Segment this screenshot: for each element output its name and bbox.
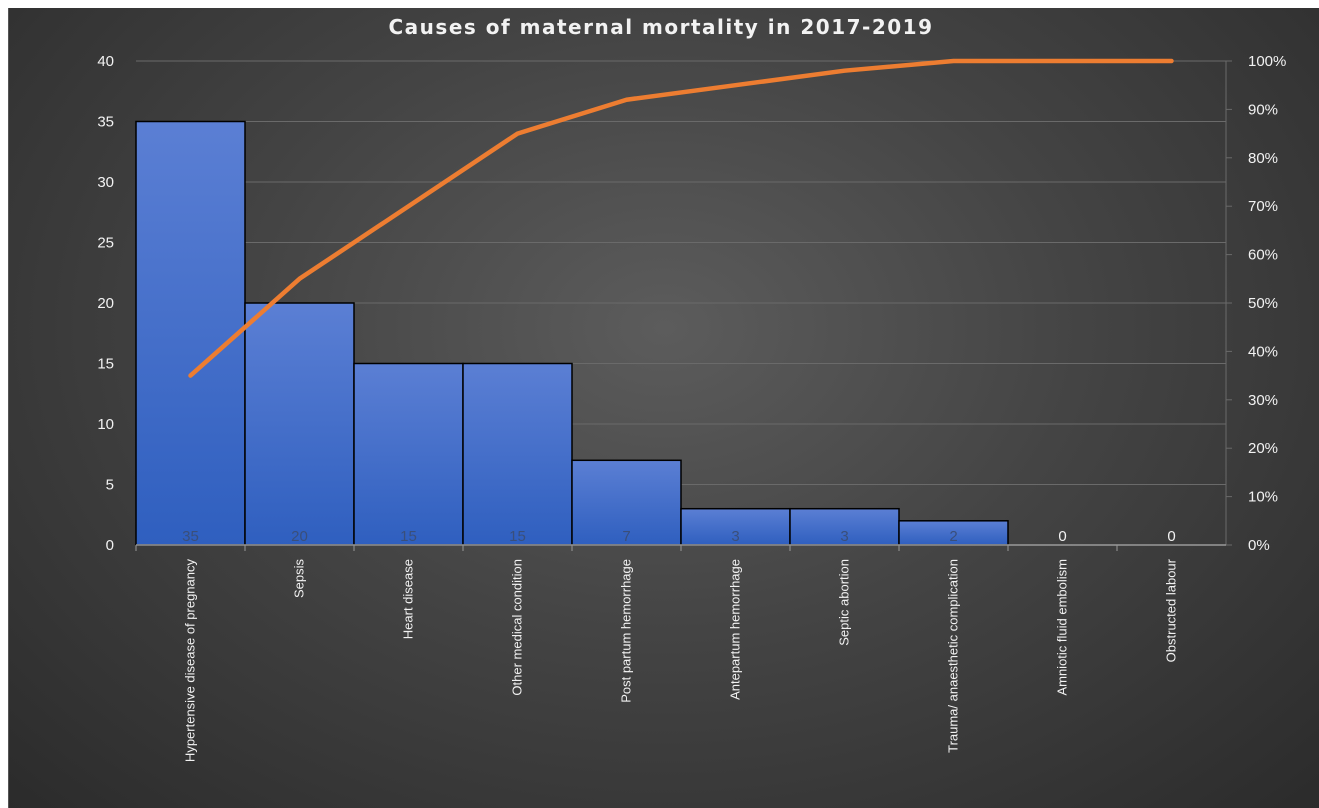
y2-tick-label: 30% [1248,392,1278,409]
y2-tick-label: 50% [1248,295,1278,312]
bar [353,362,464,546]
y2-tick-label: 90% [1248,101,1278,118]
bar [571,459,682,546]
y2-tick-label: 10% [1248,489,1278,506]
y-tick-label: 35 [97,114,114,131]
category-label: Hypertensive disease of pregnancy [183,559,198,763]
secondary-y-axis: 0% 10% 20% 30% 40% 50% 60% 70% 80% 90% 100% [1225,53,1286,554]
category-label: Sepsis [292,559,307,599]
category-label: Amniotic fluid embolism [1055,559,1070,696]
category-label: Antepartum hemorrhage [728,559,743,700]
bar [135,120,246,546]
chart-area: Causes of maternal mortality in 2017-201… [8,8,1319,808]
data-label: 0 [1167,528,1175,545]
y2-tick-label: 100% [1248,53,1286,70]
y-tick-label: 15 [97,356,114,373]
y2-tick-label: 60% [1248,247,1278,264]
data-label: 3 [731,528,739,545]
y-tick-label: 0 [106,537,114,554]
cumulative-line-series [188,58,1174,378]
data-label: 20 [291,528,308,545]
bar [789,507,900,546]
y-tick-label: 20 [97,295,114,312]
data-label: 3 [840,528,848,545]
bar [244,302,355,546]
bar-series [135,120,1009,546]
data-label: 35 [182,528,199,545]
y-tick-label: 10 [97,416,114,433]
cumulative-percent-line [188,58,1174,378]
chart-title: Causes of maternal mortality in 2017-201… [389,15,934,39]
category-label: Heart disease [401,559,416,639]
y2-tick-label: 70% [1248,198,1278,215]
data-label: 0 [1058,528,1066,545]
data-label: 15 [509,528,526,545]
category-label: Septic abortion [837,559,852,646]
category-label: Obstructed labour [1164,558,1179,662]
category-label: Post partum hemorrhage [619,559,634,703]
y-tick-label: 40 [97,53,114,70]
y-tick-label: 30 [97,174,114,191]
pareto-chart: Causes of maternal mortality in 2017-201… [97,15,1286,763]
data-label: 2 [949,528,957,545]
y-tick-label: 25 [97,235,114,252]
category-label: Other medical condition [510,559,525,696]
y-tick-label: 5 [106,477,114,494]
data-label: 7 [622,528,630,545]
bar [462,362,573,546]
data-labels: 35 20 15 15 7 3 3 2 0 0 [182,528,1176,545]
bar [898,520,1009,546]
category-label: Trauma/ anaesthetic complication [946,559,961,753]
y2-tick-label: 80% [1248,150,1278,167]
y2-tick-label: 0% [1248,537,1270,554]
data-label: 15 [400,528,417,545]
primary-y-axis: 0 5 10 15 20 25 30 35 40 [97,53,114,554]
y2-tick-label: 40% [1248,343,1278,360]
category-axis: Hypertensive disease of pregnancy Sepsis H… [135,544,1226,763]
y2-tick-label: 20% [1248,440,1278,457]
